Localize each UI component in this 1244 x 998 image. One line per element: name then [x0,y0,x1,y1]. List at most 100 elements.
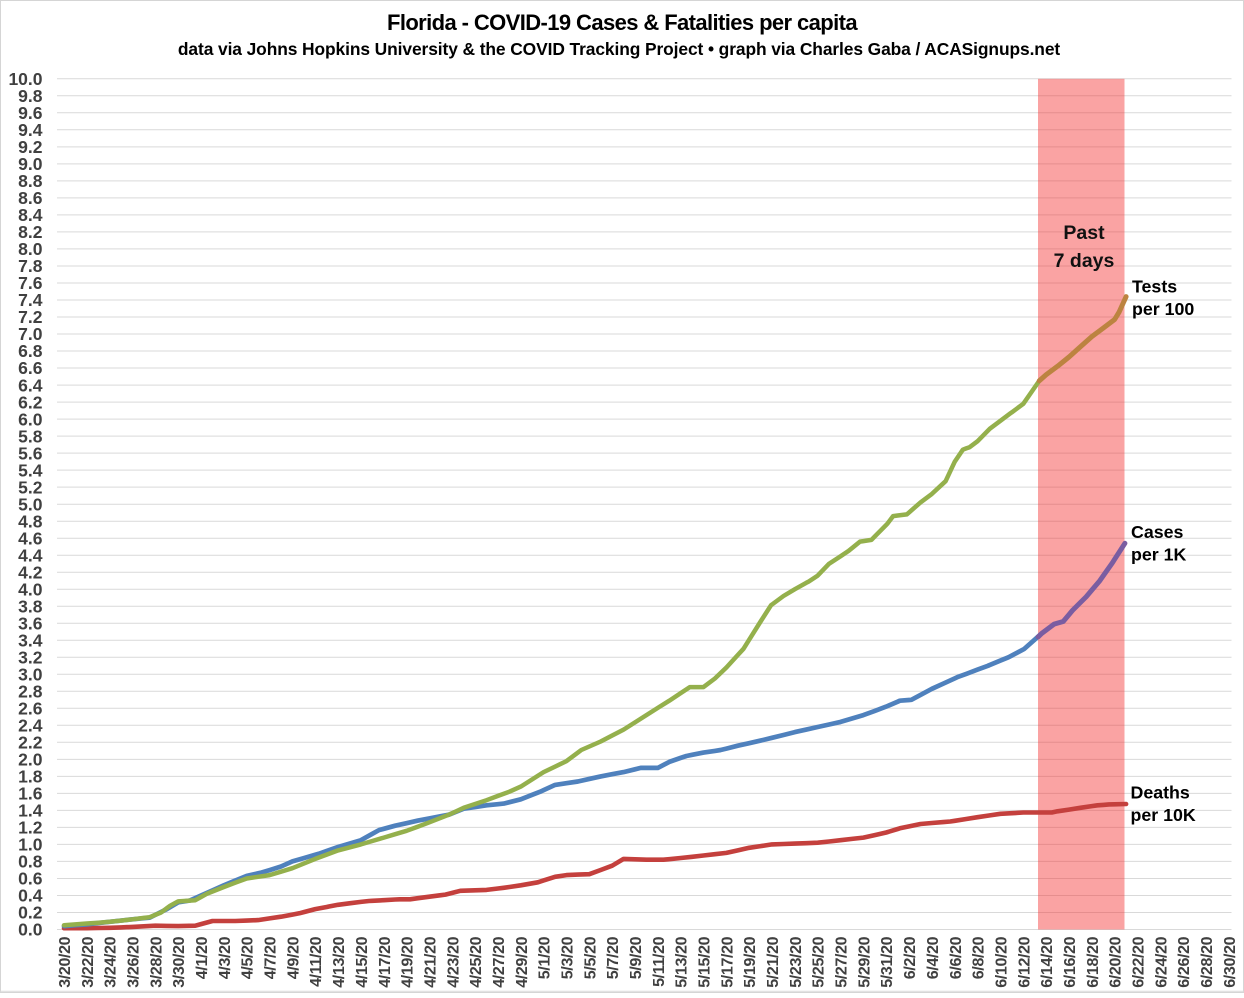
svg-text:6.0: 6.0 [18,409,43,429]
svg-text:data via Johns Hopkins Univers: data via Johns Hopkins University & the … [178,39,1060,59]
svg-text:0.8: 0.8 [18,852,43,872]
svg-text:1.4: 1.4 [18,801,43,821]
svg-text:8.2: 8.2 [18,222,43,242]
svg-text:9.8: 9.8 [18,86,43,106]
svg-text:5/25/20: 5/25/20 [811,936,828,987]
svg-text:Cases: Cases [1131,522,1184,542]
svg-text:6/18/20: 6/18/20 [1085,936,1102,987]
svg-text:5.6: 5.6 [18,443,43,463]
svg-text:1.2: 1.2 [18,818,43,838]
svg-text:7.4: 7.4 [18,290,43,310]
svg-text:3.4: 3.4 [18,631,43,651]
svg-text:1.0: 1.0 [18,835,43,855]
svg-text:0.4: 0.4 [18,886,43,906]
svg-text:3.8: 3.8 [18,596,43,616]
svg-text:Florida - COVID-19 Cases & Fat: Florida - COVID-19 Cases & Fatalities pe… [387,10,858,35]
svg-text:2.0: 2.0 [18,750,43,770]
svg-text:7.0: 7.0 [18,324,43,344]
svg-text:6.8: 6.8 [18,341,43,361]
svg-text:10.0: 10.0 [8,69,42,89]
svg-text:6/14/20: 6/14/20 [1039,936,1056,987]
svg-text:8.8: 8.8 [18,171,43,191]
svg-text:3/26/20: 3/26/20 [126,936,143,987]
svg-text:9.2: 9.2 [18,137,43,157]
svg-text:4/9/20: 4/9/20 [285,936,302,979]
svg-text:9.0: 9.0 [18,154,43,174]
svg-text:1.6: 1.6 [18,784,43,804]
svg-text:7.2: 7.2 [18,307,43,327]
svg-text:5.8: 5.8 [18,426,43,446]
svg-text:4/19/20: 4/19/20 [400,936,417,987]
svg-text:6/6/20: 6/6/20 [948,936,965,979]
svg-text:0.6: 0.6 [18,869,43,889]
svg-text:5.4: 5.4 [18,460,43,480]
svg-text:5/31/20: 5/31/20 [879,936,896,987]
svg-text:7 days: 7 days [1054,250,1115,272]
svg-text:3/30/20: 3/30/20 [171,936,188,987]
svg-text:3.2: 3.2 [18,648,43,668]
svg-text:5/1/20: 5/1/20 [537,936,554,979]
svg-text:6/4/20: 6/4/20 [925,936,942,979]
svg-text:9.6: 9.6 [18,103,43,123]
svg-text:4/13/20: 4/13/20 [331,936,348,987]
svg-text:3.6: 3.6 [18,613,43,633]
svg-text:1.8: 1.8 [18,767,43,787]
svg-text:4/27/20: 4/27/20 [491,936,508,987]
svg-text:6.2: 6.2 [18,392,43,412]
svg-text:5/9/20: 5/9/20 [628,936,645,979]
svg-text:5/27/20: 5/27/20 [834,936,851,987]
svg-text:2.8: 2.8 [18,682,43,702]
svg-text:3/20/20: 3/20/20 [57,936,74,987]
svg-text:2.6: 2.6 [18,699,43,719]
svg-text:Tests: Tests [1132,277,1177,297]
svg-text:2.2: 2.2 [18,733,43,753]
svg-text:4/25/20: 4/25/20 [468,936,485,987]
svg-text:6/10/20: 6/10/20 [993,936,1010,987]
svg-text:4.8: 4.8 [18,511,43,531]
svg-text:6/8/20: 6/8/20 [971,936,988,979]
svg-text:4.0: 4.0 [18,579,43,599]
svg-text:4/5/20: 4/5/20 [240,936,257,979]
svg-text:5.0: 5.0 [18,494,43,514]
svg-text:4.2: 4.2 [18,562,43,582]
svg-text:6/28/20: 6/28/20 [1199,936,1216,987]
svg-text:per 100: per 100 [1132,299,1194,319]
svg-text:5/3/20: 5/3/20 [560,936,577,979]
svg-text:4/7/20: 4/7/20 [263,936,280,979]
svg-text:6/30/20: 6/30/20 [1222,936,1239,987]
svg-text:6/12/20: 6/12/20 [1016,936,1033,987]
svg-text:8.6: 8.6 [18,188,43,208]
svg-text:Past: Past [1063,222,1105,244]
svg-text:3.0: 3.0 [18,665,43,685]
svg-text:5/23/20: 5/23/20 [788,936,805,987]
svg-text:5/7/20: 5/7/20 [605,936,622,979]
svg-text:5/19/20: 5/19/20 [742,936,759,987]
svg-text:7.6: 7.6 [18,273,43,293]
svg-text:5.2: 5.2 [18,477,43,497]
svg-text:3/28/20: 3/28/20 [148,936,165,987]
svg-text:0.0: 0.0 [18,920,43,940]
svg-text:4/15/20: 4/15/20 [354,936,371,987]
svg-text:4.4: 4.4 [18,545,43,565]
svg-text:4/29/20: 4/29/20 [514,936,531,987]
svg-text:6.4: 6.4 [18,375,43,395]
svg-text:3/24/20: 3/24/20 [103,936,120,987]
svg-text:9.4: 9.4 [18,120,43,140]
svg-text:8.4: 8.4 [18,205,43,225]
svg-text:5/11/20: 5/11/20 [651,936,668,987]
svg-text:6/2/20: 6/2/20 [902,936,919,979]
svg-text:2.4: 2.4 [18,716,43,736]
svg-text:5/29/20: 5/29/20 [856,936,873,987]
svg-text:4/17/20: 4/17/20 [377,936,394,987]
svg-text:5/5/20: 5/5/20 [582,936,599,979]
svg-text:Deaths: Deaths [1131,783,1190,803]
svg-text:6/20/20: 6/20/20 [1108,936,1125,987]
svg-text:5/21/20: 5/21/20 [765,936,782,987]
svg-text:3/22/20: 3/22/20 [80,936,97,987]
svg-text:5/13/20: 5/13/20 [674,936,691,987]
svg-text:4/23/20: 4/23/20 [445,936,462,987]
svg-text:4/1/20: 4/1/20 [194,936,211,979]
svg-text:4/11/20: 4/11/20 [308,936,325,987]
svg-text:4/3/20: 4/3/20 [217,936,234,979]
svg-text:6/16/20: 6/16/20 [1062,936,1079,987]
